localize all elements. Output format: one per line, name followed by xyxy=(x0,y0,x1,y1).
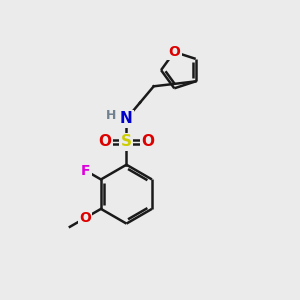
Text: O: O xyxy=(141,134,154,149)
Text: S: S xyxy=(121,134,132,149)
Text: O: O xyxy=(79,211,91,225)
Text: O: O xyxy=(168,45,180,59)
Text: F: F xyxy=(81,164,90,178)
Text: N: N xyxy=(120,111,133,126)
Text: H: H xyxy=(106,109,116,122)
Text: O: O xyxy=(99,134,112,149)
